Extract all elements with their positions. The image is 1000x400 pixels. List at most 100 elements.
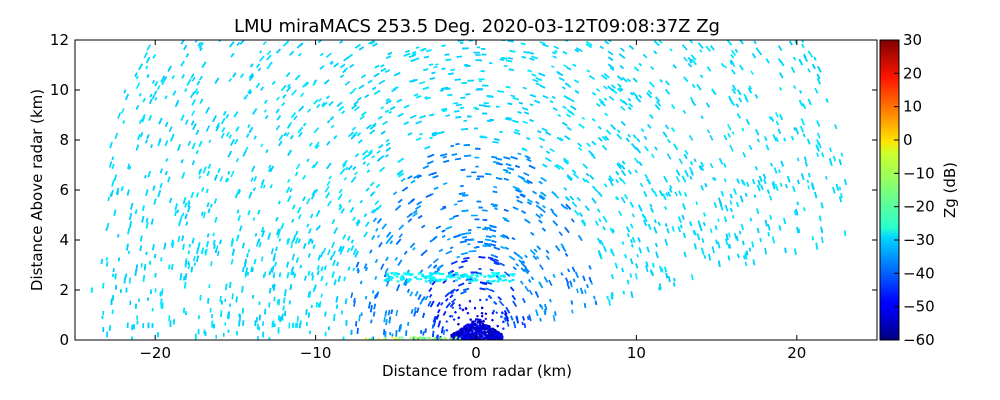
echo-segment [619, 86, 624, 91]
echo-segment [241, 242, 245, 249]
echo-segment [185, 53, 190, 58]
echo-segment [442, 182, 448, 186]
echo-segment [310, 213, 314, 219]
echo-segment [638, 94, 643, 99]
echo-segment [135, 82, 141, 89]
echo-segment [655, 96, 661, 103]
echo-segment [492, 205, 497, 208]
echo-segment [567, 84, 572, 88]
echo-segment [637, 237, 641, 243]
echo-segment [378, 79, 386, 85]
echo-segment [650, 188, 655, 193]
echo-segment [151, 94, 156, 100]
echo-segment [352, 131, 358, 137]
echo-segment [449, 217, 455, 221]
echo-segment [336, 261, 339, 267]
echo-segment [219, 295, 222, 302]
echo-segment [516, 199, 523, 204]
echo-segment [435, 225, 442, 230]
echo-segment [514, 129, 520, 132]
echo-segment [424, 295, 429, 301]
echo-segment [168, 126, 173, 133]
echo-segment [152, 185, 156, 191]
echo-segment [634, 169, 638, 174]
echo-segment [372, 217, 377, 223]
echo-segment [307, 253, 311, 258]
echo-segment [384, 154, 389, 158]
echo-segment [263, 109, 267, 113]
echo-segment [384, 109, 390, 113]
echo-segment [527, 51, 534, 55]
echo-segment [191, 76, 196, 82]
echo-segment [313, 99, 319, 105]
echo-segment [515, 164, 520, 169]
echo-segment [169, 135, 174, 142]
echo-segment [567, 268, 571, 273]
echo-segment [843, 178, 848, 186]
echo-segment [180, 60, 185, 67]
echo-segment [314, 141, 320, 148]
echo-segment [603, 73, 610, 79]
echo-segment [449, 246, 454, 250]
echo-segment [420, 48, 425, 52]
echo-segment [778, 45, 783, 51]
echo-segment [429, 136, 433, 140]
echo-segment [617, 88, 622, 93]
echo-segment [772, 181, 776, 186]
echo-segment [714, 225, 718, 231]
echo-segment [427, 153, 435, 158]
echo-segment [298, 52, 302, 57]
echo-segment [324, 185, 330, 193]
echo-segment [355, 153, 359, 158]
echo-segment [412, 247, 416, 251]
echo-segment [262, 274, 265, 278]
echo-segment [150, 144, 153, 148]
echo-segment [689, 221, 693, 227]
echo-segment [653, 219, 657, 224]
echo-segment [495, 177, 503, 180]
echo-segment [507, 102, 513, 106]
echo-segment [740, 223, 744, 231]
echo-segment [816, 145, 820, 152]
echo-segment [230, 52, 235, 58]
echo-segment [364, 295, 368, 300]
echo-segment [809, 53, 814, 58]
echo-segment [260, 143, 264, 148]
echo-segment [278, 140, 283, 147]
echo-segment [266, 54, 272, 61]
echo-segment [724, 65, 728, 69]
echo-segment [620, 121, 626, 126]
echo-segment [551, 211, 558, 218]
echo-segment [318, 301, 322, 308]
echo-segment [742, 180, 746, 186]
echo-segment [268, 164, 272, 169]
echo-segment [120, 107, 125, 114]
echo-segment [397, 169, 404, 175]
echo-segment [359, 115, 365, 120]
echo-segment [247, 124, 251, 128]
echo-segment [840, 152, 844, 157]
echo-segment [117, 234, 120, 238]
echo-segment [327, 119, 331, 124]
echo-segment [528, 289, 533, 296]
echo-segment [631, 236, 636, 243]
echo-segment [304, 275, 307, 281]
echo-segment [677, 226, 681, 233]
echo-segment [306, 223, 310, 228]
echo-segment [340, 208, 345, 214]
echo-segment [783, 137, 787, 142]
echo-segment [277, 233, 280, 239]
echo-segment [391, 88, 397, 93]
echo-segment [232, 72, 237, 78]
echo-segment [612, 89, 618, 95]
echo-segment [149, 98, 153, 104]
echo-segment [268, 287, 272, 294]
echo-segment [388, 111, 392, 114]
echo-segment [566, 126, 572, 131]
echo-segment [644, 145, 649, 152]
echo-segment [765, 144, 770, 151]
echo-segment [387, 309, 391, 316]
echo-segment [307, 238, 312, 245]
echo-segment [239, 73, 244, 79]
echo-segment [703, 212, 706, 217]
